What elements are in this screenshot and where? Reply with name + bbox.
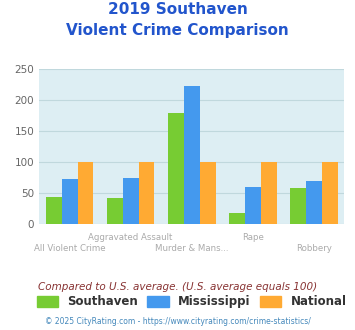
Text: All Violent Crime: All Violent Crime bbox=[34, 244, 105, 253]
Bar bbox=[138, 162, 154, 224]
Bar bbox=[107, 198, 123, 224]
Bar bbox=[184, 86, 200, 224]
Bar bbox=[245, 187, 261, 224]
Text: 2019 Southaven: 2019 Southaven bbox=[108, 2, 247, 16]
Legend: Southaven, Mississippi, National: Southaven, Mississippi, National bbox=[37, 295, 347, 309]
Bar bbox=[290, 188, 306, 224]
Text: Aggravated Assault: Aggravated Assault bbox=[88, 233, 173, 242]
Bar bbox=[77, 162, 93, 224]
Bar bbox=[229, 213, 245, 224]
Text: Violent Crime Comparison: Violent Crime Comparison bbox=[66, 23, 289, 38]
Bar bbox=[123, 178, 138, 224]
Text: Rape: Rape bbox=[242, 233, 264, 242]
Bar bbox=[46, 197, 62, 224]
Bar bbox=[322, 162, 338, 224]
Bar bbox=[306, 181, 322, 224]
Bar bbox=[62, 179, 77, 224]
Text: Compared to U.S. average. (U.S. average equals 100): Compared to U.S. average. (U.S. average … bbox=[38, 282, 317, 292]
Text: Robbery: Robbery bbox=[296, 244, 332, 253]
Bar bbox=[168, 113, 184, 224]
Bar bbox=[200, 162, 215, 224]
Text: © 2025 CityRating.com - https://www.cityrating.com/crime-statistics/: © 2025 CityRating.com - https://www.city… bbox=[45, 317, 310, 326]
Text: Murder & Mans...: Murder & Mans... bbox=[155, 244, 229, 253]
Bar bbox=[261, 162, 277, 224]
